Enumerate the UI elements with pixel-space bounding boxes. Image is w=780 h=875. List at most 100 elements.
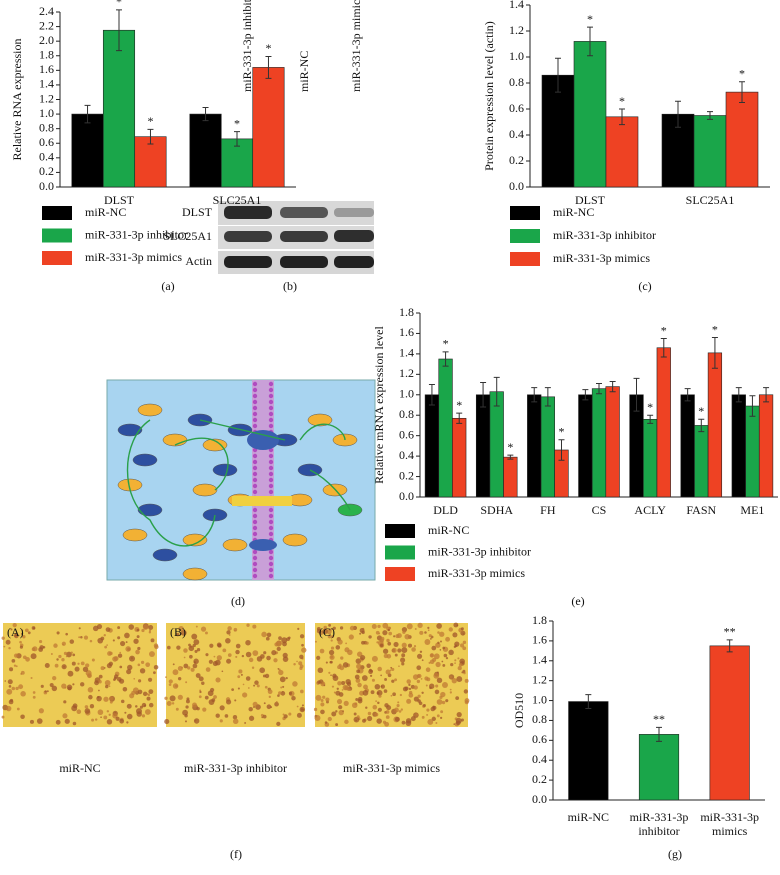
stain-spot <box>355 678 361 683</box>
stain-spot <box>137 646 141 651</box>
stain-spot <box>15 686 19 691</box>
stain-spot <box>256 684 260 688</box>
stain-spot <box>434 689 440 695</box>
stain-spot <box>117 636 121 640</box>
stain-spot <box>19 645 24 649</box>
stain-spot <box>428 634 432 638</box>
membrane-bead <box>268 381 274 387</box>
stain-spot <box>293 663 296 666</box>
stain-spot <box>194 649 198 653</box>
stain-spot <box>450 662 454 667</box>
image-label: (A) <box>7 625 24 639</box>
stain-spot <box>336 687 339 690</box>
stain-spot <box>462 640 467 645</box>
stain-spot <box>323 625 327 630</box>
y-tick-label: 0.2 <box>509 153 524 167</box>
y-tick-label: 0.0 <box>399 489 414 503</box>
significance-mark: * <box>116 0 122 9</box>
diagram-node <box>122 528 148 542</box>
stain-spot <box>139 668 146 674</box>
error-bar <box>739 81 745 103</box>
stain-spot <box>216 642 222 648</box>
bar <box>605 386 620 498</box>
stain-spot <box>245 651 252 658</box>
image-label: (B) <box>170 625 186 639</box>
error-bar <box>587 26 593 57</box>
bar <box>707 352 723 498</box>
legend-label: miR-331-3p mimics <box>553 251 650 265</box>
stain-spot <box>425 684 428 687</box>
stain-spot <box>428 661 431 664</box>
y-tick-label: 1.4 <box>39 77 54 91</box>
stain-spot <box>426 708 430 712</box>
stain-spot <box>259 667 266 674</box>
stain-spot <box>100 666 105 671</box>
membrane-bead <box>252 525 258 531</box>
stain-spot <box>142 624 149 630</box>
stain-spot <box>72 653 76 657</box>
stain-spot <box>454 634 457 637</box>
stain-spot <box>439 695 443 699</box>
x-tick-label: SDHA <box>480 503 513 517</box>
y-tick-label: 1.4 <box>532 653 547 667</box>
significance-mark: * <box>443 337 449 351</box>
membrane-bead <box>252 417 258 423</box>
stain-spot <box>145 662 151 668</box>
stain-spot <box>377 701 380 705</box>
stain-spot <box>382 622 389 629</box>
stain-spot <box>32 695 36 699</box>
stain-spot <box>374 712 379 717</box>
legend-label: miR-NC <box>85 205 126 219</box>
stain-spot <box>300 708 304 711</box>
stain-spot <box>463 689 468 694</box>
stain-spot <box>442 663 446 667</box>
transporter <box>247 430 279 450</box>
stain-spot <box>127 664 133 671</box>
bar <box>189 113 222 188</box>
stain-spot <box>108 661 114 666</box>
stain-spot <box>98 689 100 692</box>
stain-spot <box>335 723 339 727</box>
stain-spot <box>367 711 372 716</box>
stain-spot <box>362 718 366 723</box>
error-bar <box>531 387 538 403</box>
stain-spot <box>13 653 19 658</box>
stain-spot <box>109 700 113 704</box>
stain-spot <box>377 624 381 629</box>
stain-spot <box>390 694 393 697</box>
stain-spot <box>224 714 229 718</box>
stain-spot <box>382 630 388 636</box>
stain-spot <box>148 702 154 708</box>
error-bar <box>633 377 640 412</box>
stain-spot <box>335 710 338 713</box>
stain-spot <box>301 643 304 647</box>
x-tick-label: miR-331-3p mimics <box>700 810 759 838</box>
stain-spot <box>437 631 440 634</box>
stain-spot <box>429 653 435 658</box>
stain-spot <box>361 630 365 635</box>
stain-spot <box>317 667 324 674</box>
stain-spot <box>275 640 282 647</box>
stain-spot <box>119 640 126 647</box>
stain-spot <box>20 632 23 635</box>
y-tick-label: 1.8 <box>532 613 547 627</box>
stain-spot <box>296 660 298 663</box>
bar <box>638 734 680 801</box>
error-bar <box>442 351 449 367</box>
significance-mark: * <box>739 66 745 80</box>
stain-spot <box>63 651 68 655</box>
stain-spot <box>361 640 365 645</box>
x-tick-label: SLC25A1 <box>686 193 735 207</box>
stain-spot <box>225 699 232 705</box>
diagram-node <box>137 403 163 417</box>
stain-spot <box>404 633 410 640</box>
blot-band <box>280 256 328 268</box>
stain-spot <box>288 712 292 716</box>
y-tick-label: 1.0 <box>532 692 547 706</box>
stain-spot <box>375 700 378 702</box>
stain-spot <box>133 677 136 680</box>
stain-spot <box>106 719 113 725</box>
stain-spot <box>401 642 407 648</box>
stain-spot <box>103 634 106 637</box>
membrane-bead <box>252 513 258 519</box>
